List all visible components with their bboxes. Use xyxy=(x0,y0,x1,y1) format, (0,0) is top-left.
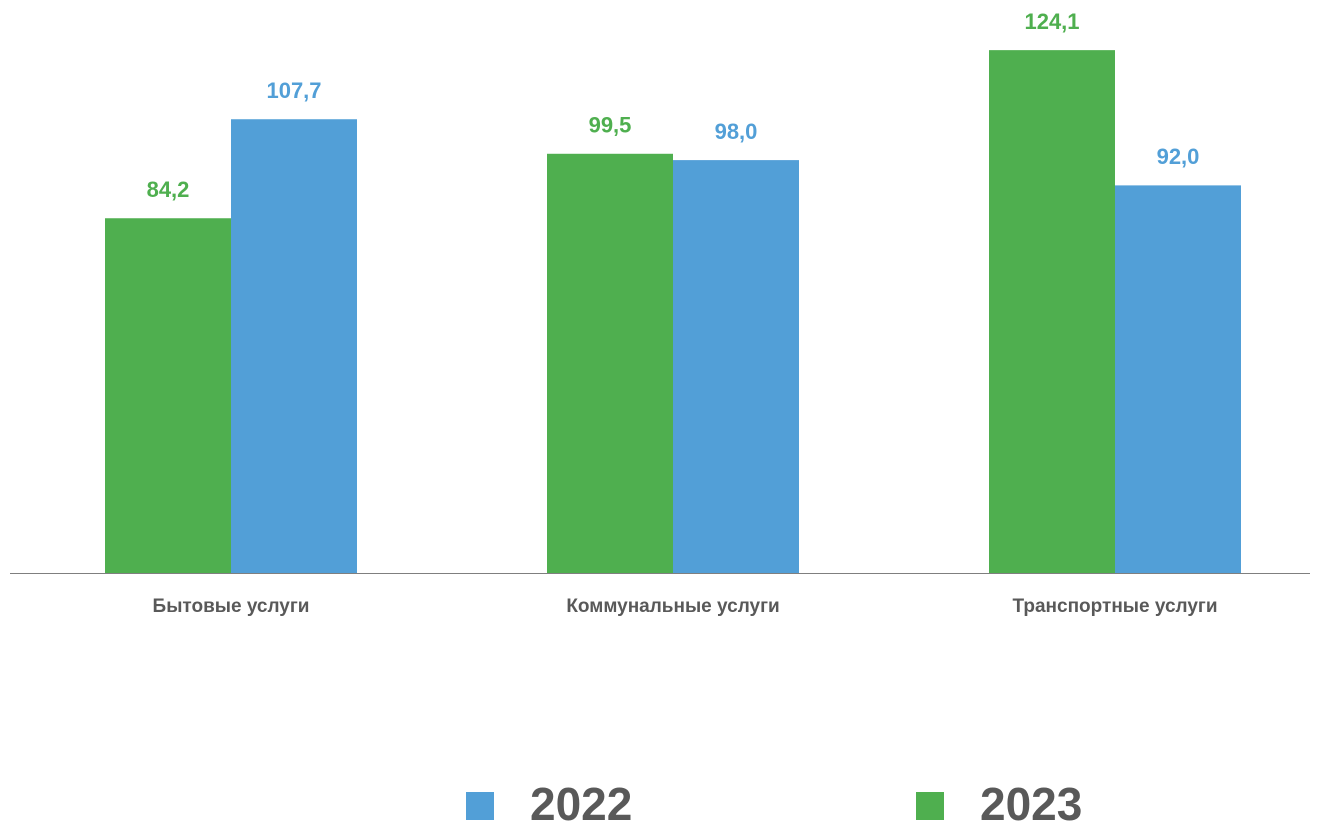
x-tick-label: Коммунальные услуги xyxy=(566,596,779,617)
bar xyxy=(673,160,799,573)
value-label: 84,2 xyxy=(147,177,190,202)
value-label: 124,1 xyxy=(1024,9,1079,34)
value-label: 98,0 xyxy=(715,119,758,144)
bar xyxy=(1115,185,1241,573)
value-label: 107,7 xyxy=(266,78,321,103)
legend-label: 2023 xyxy=(980,778,1082,830)
bar xyxy=(989,50,1115,573)
x-tick-label: Транспортные услуги xyxy=(1012,596,1217,617)
bar xyxy=(231,119,357,573)
x-tick-label: Бытовые услуги xyxy=(153,596,310,617)
value-label: 99,5 xyxy=(589,113,632,138)
legend-swatch xyxy=(466,792,494,820)
legend-swatch xyxy=(916,792,944,820)
bar xyxy=(105,218,231,573)
value-label: 92,0 xyxy=(1157,144,1200,169)
legend-label: 2022 xyxy=(530,778,632,830)
bar xyxy=(547,153,673,573)
